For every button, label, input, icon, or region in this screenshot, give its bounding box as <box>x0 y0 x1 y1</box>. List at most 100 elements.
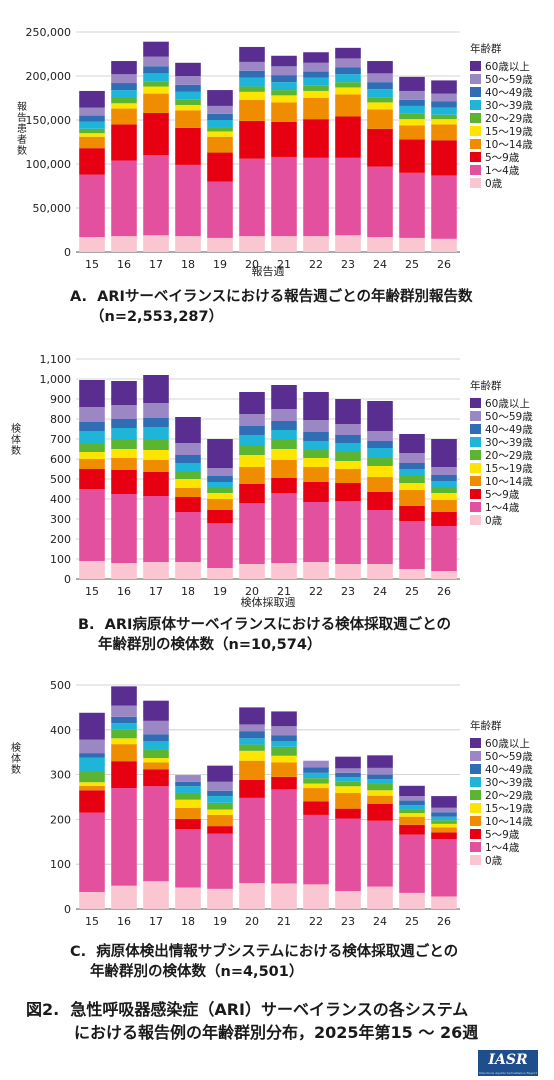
chart-a-legend-label: 50～59歳 <box>485 74 533 86</box>
chart-c-bar-segment <box>175 887 201 909</box>
chart-a-legend-swatch <box>470 74 481 84</box>
chart-a-bar-segment <box>399 76 425 91</box>
chart-a-bar-segment <box>239 158 265 237</box>
chart-a-bar-segment <box>431 93 457 102</box>
chart-a-bar-segment <box>271 82 297 91</box>
chart-a-bar-segment <box>399 119 425 126</box>
chart-b-bar-segment <box>111 563 137 579</box>
chart-c-bar-segment <box>335 777 361 782</box>
chart-c-xtick-label: 15 <box>85 915 99 928</box>
chart-b-bar-segment <box>79 452 105 459</box>
chart-a-bar-segment <box>79 136 105 149</box>
chart-b-bar-segment <box>143 562 169 579</box>
chart-c-bar-segment <box>335 818 361 892</box>
chart-a: 0 50,000 100,000 150,000 200,000 250,000 15 16 1… <box>17 26 533 278</box>
chart-b-ytick-label: 100 <box>50 553 71 566</box>
figure-title-line2: における報告例の年齢群別分布，2025年第15 ～ 26週 <box>74 1023 479 1042</box>
chart-b-bar-segment <box>239 392 265 414</box>
chart-b-bar-segment <box>367 448 393 458</box>
chart-a-bar-segment <box>143 41 169 57</box>
chart-a-bar-segment <box>111 83 137 91</box>
chart-c-legend-label: 40～49歳 <box>485 764 533 776</box>
chart-a-bar-segment <box>335 74 361 83</box>
chart-b-bar-segment <box>367 477 393 492</box>
iasr-logo-text: IASR <box>488 1052 528 1068</box>
chart-c-xtick-label: 21 <box>277 915 291 928</box>
chart-c-bar-segment <box>111 788 137 886</box>
chart-a-xtick-label: 26 <box>437 258 451 271</box>
chart-c-bar-segment <box>335 891 361 909</box>
chart-b-legend-label: 5～9歳 <box>485 489 520 501</box>
chart-b-legend-label: 30～39歳 <box>485 437 533 449</box>
chart-a-bar-segment <box>367 128 393 167</box>
chart-c-xtick-label: 23 <box>341 915 355 928</box>
chart-a-bar-segment <box>239 77 265 87</box>
chart-a-bar-segment <box>143 155 169 236</box>
chart-a-bar-segment <box>143 81 169 87</box>
chart-a-bar-segment <box>335 82 361 88</box>
chart-b-legend-swatch <box>470 489 481 499</box>
chart-b-bar-segment <box>335 564 361 579</box>
chart-a-bar-segment <box>143 112 169 156</box>
chart-b-bar-segment <box>239 564 265 579</box>
chart-b-bar-segment <box>79 380 105 407</box>
chart-c-bar-segment <box>207 765 233 782</box>
chart-b-bar-segment <box>399 463 425 469</box>
chart-c-bar-segment <box>175 829 201 888</box>
chart-b-ytick-label: 1,000 <box>40 373 72 386</box>
chart-a-bar-segment <box>303 77 329 86</box>
chart-b: 0 100 200 300 400 500 600 700 800 900 1,000 1,100 15… <box>11 353 533 607</box>
chart-a-ytick-label: 0 <box>64 246 71 259</box>
chart-a-legend-swatch <box>470 139 481 149</box>
chart-b-bar-segment <box>175 562 201 579</box>
chart-a-bar-segment <box>431 107 457 115</box>
chart-a-bar-segment <box>207 113 233 120</box>
chart-a-bar-segment <box>367 166 393 238</box>
chart-a-bar-segment <box>367 89 393 98</box>
chart-c-ytick-label: 100 <box>50 858 71 871</box>
chart-b-bar-segment <box>207 523 233 568</box>
chart-a-ytick-label: 200,000 <box>26 70 72 83</box>
chart-a-bar-segment <box>143 56 169 67</box>
chart-a-bar-segment <box>207 136 233 153</box>
chart-c-bar-segment <box>111 744 137 762</box>
chart-c-bar-segment <box>335 768 361 773</box>
figure-title-line1: 図2. 急性呼吸器感染症（ARI）サーベイランスの各システム <box>26 1000 469 1019</box>
chart-c-bar-segment <box>303 884 329 909</box>
chart-c-xtick-label: 17 <box>149 915 163 928</box>
chart-b-bar-segment <box>79 443 105 452</box>
chart-a-bar-segment <box>271 156 297 237</box>
chart-c-bar-segment <box>175 818 201 830</box>
chart-a-legend-label: 15～19歳 <box>485 126 533 138</box>
chart-b-legend-swatch <box>470 450 481 460</box>
chart-c-bar-segment <box>111 729 137 739</box>
chart-b-ytick-label: 200 <box>50 533 71 546</box>
chart-b-legend-swatch <box>470 463 481 473</box>
chart-c-legend-swatch <box>470 816 481 826</box>
chart-b-bar-segment <box>431 500 457 512</box>
chart-a-bar-segment <box>271 90 297 96</box>
chart-c-bar-segment <box>271 735 297 741</box>
chart-c-bar-segment <box>239 797 265 884</box>
chart-b-bar-segment <box>79 422 105 431</box>
chart-b-bar-segment <box>239 467 265 484</box>
chart-a-bar-segment <box>367 109 393 129</box>
chart-c-bar-segment <box>303 760 329 768</box>
chart-b-bar-segment <box>367 492 393 510</box>
chart-c-bar-segment <box>399 813 425 817</box>
chart-b-bar-segment <box>335 443 361 451</box>
chart-c-ytick-label: 200 <box>50 813 71 826</box>
chart-b-bar-segment <box>271 478 297 493</box>
chart-b-bar-segment <box>303 458 329 467</box>
chart-a-bar-segment <box>111 103 137 109</box>
chart-b-bar-segment <box>239 455 265 467</box>
chart-a-bar-segment <box>175 91 201 100</box>
chart-a-bar-segment <box>175 99 201 106</box>
chart-c-bar-segment <box>175 781 201 787</box>
chart-c-bar-segment <box>367 779 393 784</box>
chart-b-bar-segment <box>239 426 265 435</box>
chart-a-bar-segment <box>175 164 201 237</box>
chart-c-bar-segment <box>367 755 393 768</box>
chart-c-bar-segment <box>111 723 137 730</box>
chart-a-bar-segment <box>207 90 233 106</box>
